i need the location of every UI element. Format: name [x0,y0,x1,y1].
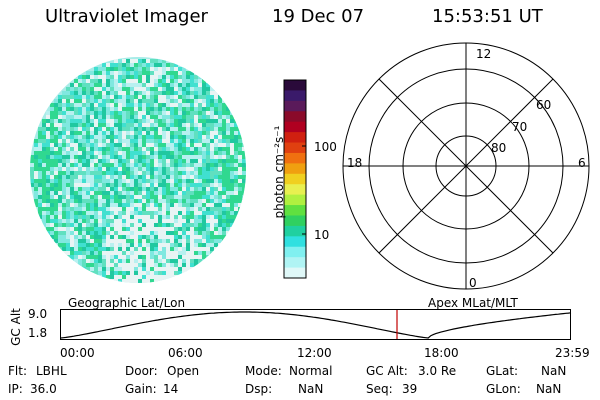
colorbar-bands [284,80,306,279]
polar-ring-label-80: 80 [491,141,507,155]
info-mode-label: Mode: [245,364,282,378]
info-dsp-value: NaN [298,382,324,396]
info-glat-value: NaN [541,364,567,378]
info-ip-label: IP: [8,382,23,396]
info-gcalt-label: GC Alt: [366,364,408,378]
info-glat-label: GLat: [486,364,519,378]
info-door-label: Door: [125,364,158,378]
track-x-tick-1200: 12:00 [297,346,332,360]
info-ip-value: 36.0 [30,382,57,396]
colorbar [283,79,307,279]
track-x-tick-0600: 06:00 [168,346,203,360]
track-caption-left: Geographic Lat/Lon [68,296,186,310]
track-y-tick-top: 9.0 [28,307,48,321]
info-flt-label: Flt: [8,364,27,378]
info-gain-label: Gain: [125,382,157,396]
track-y-axis-label: GC Alt [9,308,23,346]
instrument-title: Ultraviolet Imager [45,6,208,27]
track-y-tick-bottom: 1.8 [28,326,48,340]
info-gcalt-value: 3.0 Re [418,364,457,378]
date-label: 19 Dec 07 [272,6,365,27]
orbit-altitude-curve [60,311,572,339]
info-door-value: Open [167,364,200,378]
polar-label-left: 18 [347,156,363,170]
track-x-tick-1800: 18:00 [424,346,459,360]
time-label: 15:53:51 UT [432,6,543,27]
track-x-tick-2359: 23:59 [555,346,590,360]
colorbar-unit-label: photon cm⁻²s⁻¹ [272,125,286,219]
info-seq-label: Seq: [366,382,393,396]
info-mode-value: Normal [289,364,333,378]
disk-pixels [30,57,246,283]
info-flt-value: LBHL [36,364,67,378]
uv-image-disk [30,57,246,283]
polar-plot [342,42,590,290]
colorbar-tick-100: 100 [314,140,337,154]
orbit-track-plot [60,309,572,340]
polar-diagonal-2 [378,78,554,254]
polar-label-bottom: 0 [469,276,477,290]
polar-label-top: 12 [476,47,492,61]
info-dsp-label: Dsp: [245,382,273,396]
info-glon-value: NaN [536,382,562,396]
colorbar-tick-10: 10 [314,228,330,242]
info-gain-value: 14 [163,382,179,396]
info-seq-value: 39 [402,382,418,396]
track-caption-right: Apex MLat/MLT [428,296,518,310]
info-glon-label: GLon: [486,382,521,396]
polar-label-right: 6 [578,156,586,170]
track-x-tick-0000: 00:00 [60,346,95,360]
polar-ring-label-70: 70 [512,120,528,134]
polar-ring-label-60: 60 [536,98,552,112]
